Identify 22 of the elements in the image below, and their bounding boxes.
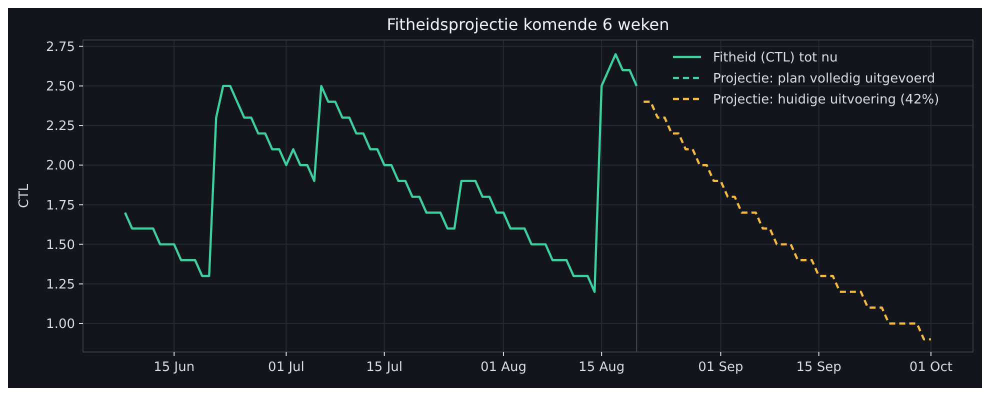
x-tick-label: 15 Aug	[578, 360, 625, 375]
x-tick-label: 15 Jun	[154, 360, 195, 375]
line-series	[124, 53, 638, 293]
legend-label: Projectie: plan volledig uitgevoerd	[713, 72, 936, 87]
y-tick-label: 2.00	[46, 158, 75, 174]
y-tick-label: 1.00	[46, 317, 75, 332]
legend-label: Fitheid (CTL) tot nu	[713, 50, 838, 66]
legend-label: Projectie: huidige uitvoering (42%)	[713, 92, 940, 108]
y-axis-title: CTL	[17, 183, 32, 208]
y-tick-label: 2.75	[46, 40, 75, 55]
x-tick-label: 01 Jul	[268, 360, 304, 375]
chart-title: Fitheidsprojectie komende 6 weken	[386, 15, 670, 34]
y-tick-label: 2.50	[46, 79, 75, 94]
x-tick-label: 01 Aug	[480, 360, 527, 375]
y-tick-label: 1.75	[46, 198, 75, 214]
y-tick-label: 1.25	[46, 277, 75, 292]
x-tick-label: 01 Sep	[698, 360, 744, 375]
y-tick-label: 1.50	[46, 238, 75, 253]
y-tick-label: 2.25	[46, 119, 75, 134]
x-tick-label: 15 Jul	[366, 360, 403, 375]
x-tick-label: 01 Oct	[909, 360, 953, 375]
x-tick-label: 15 Sep	[796, 360, 842, 375]
